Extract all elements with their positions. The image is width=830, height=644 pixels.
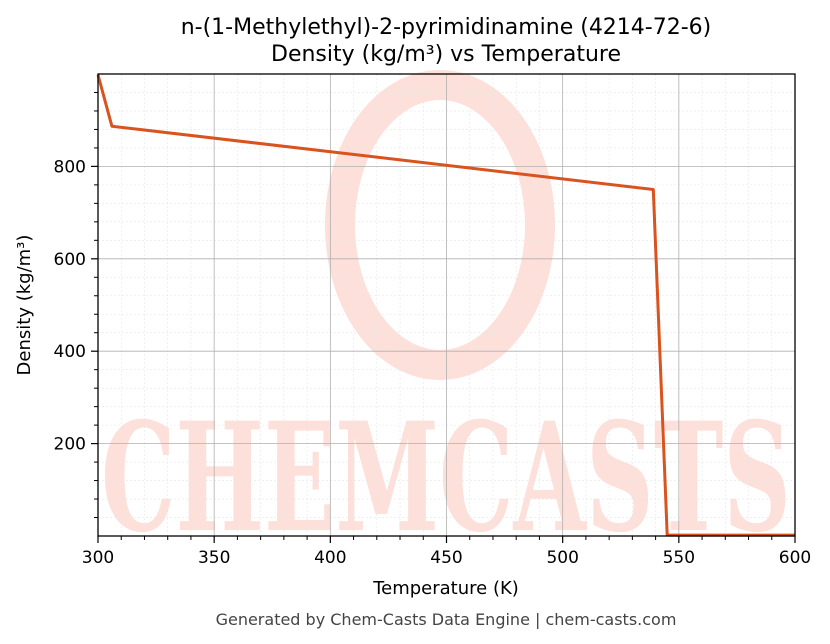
series-layer [96,74,795,537]
y-axis: 200 400 600 800 [54,91,98,519]
watermark: CHEMCASTS [101,70,791,566]
y-tick-label: 600 [54,250,86,270]
footer-credit: Generated by Chem-Casts Data Engine | ch… [216,610,677,629]
x-tick-label: 350 [198,548,230,568]
y-axis-label: Density (kg/m³) [14,235,35,376]
chart-title: n-(1-Methylethyl)-2-pyrimidinamine (4214… [181,15,712,40]
y-tick-label: 200 [54,435,86,455]
y-tick-label: 400 [54,342,86,362]
x-tick-label: 400 [314,548,346,568]
x-tick-label: 450 [430,548,462,568]
x-tick-label: 600 [779,548,811,568]
x-tick-label: 300 [82,548,114,568]
x-axis: 300 350 400 450 500 550 600 [82,536,811,568]
x-tick-label: 500 [546,548,578,568]
watermark-logo-ring [325,70,555,380]
density-series-line [96,74,795,537]
y-tick-label: 800 [54,157,86,177]
x-tick-label: 550 [663,548,695,568]
x-axis-label: Temperature (K) [372,578,519,599]
chart-subtitle: Density (kg/m³) vs Temperature [271,42,621,67]
